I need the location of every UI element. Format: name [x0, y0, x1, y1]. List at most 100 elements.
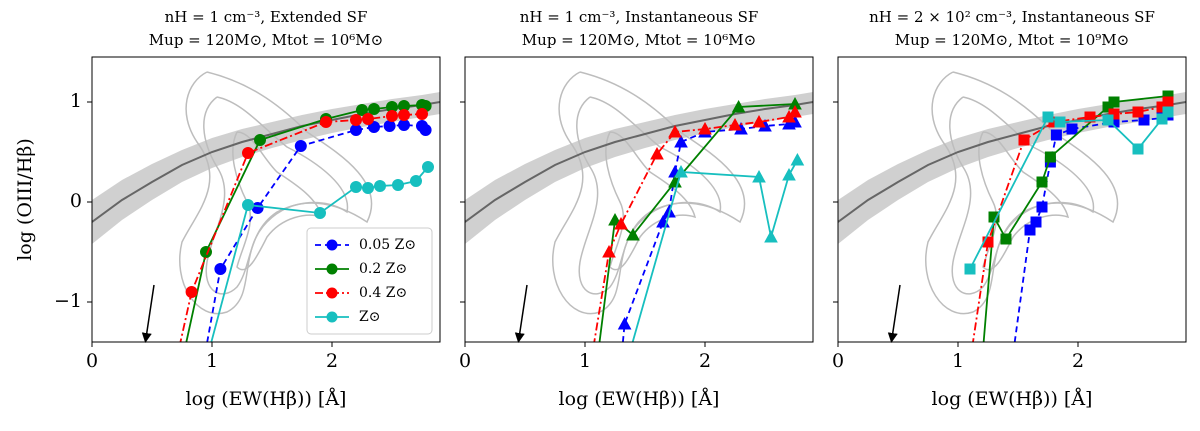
marker — [1102, 114, 1114, 126]
marker — [356, 104, 368, 116]
marker — [621, 356, 633, 367]
contour — [949, 96, 1095, 295]
series-line — [598, 103, 796, 342]
x-tick-label: 1 — [952, 350, 964, 372]
contour — [605, 131, 697, 271]
x-tick-label: 1 — [206, 350, 218, 372]
legend-marker — [326, 239, 338, 251]
x-axis-label: log (EW(Hβ)) [Å] — [559, 388, 720, 410]
marker — [674, 134, 688, 148]
marker — [591, 356, 603, 367]
marker — [350, 114, 362, 126]
marker — [731, 99, 746, 113]
marker — [1042, 111, 1054, 123]
legend-marker — [326, 263, 338, 275]
series-line — [593, 111, 796, 342]
marker — [1108, 96, 1120, 108]
plot-frame — [91, 56, 441, 343]
marker — [1044, 151, 1056, 163]
marker — [362, 113, 374, 125]
x-tick-label: 0 — [86, 350, 98, 372]
x-tick-label: 0 — [459, 350, 471, 372]
y-tick-label: 1 — [70, 90, 82, 112]
marker — [1036, 201, 1048, 213]
legend-marker — [326, 311, 338, 323]
marker — [294, 140, 307, 152]
marker — [350, 124, 362, 136]
series-line — [621, 121, 796, 342]
marker — [177, 357, 188, 368]
marker — [1162, 106, 1174, 118]
series-line — [185, 104, 426, 342]
marker — [416, 108, 428, 120]
marker — [752, 114, 766, 128]
marker — [320, 116, 332, 128]
marker — [1000, 233, 1012, 245]
chart-title: nH = 2 × 10² cm⁻³, Instantaneous SF — [869, 8, 1155, 26]
marker — [398, 119, 410, 131]
marker — [698, 121, 712, 135]
marker — [608, 212, 622, 226]
chart-title: nH = 1 cm⁻³, Extended SF — [165, 8, 368, 26]
x-axis-label: log (EW(Hβ)) [Å] — [186, 388, 347, 410]
contour — [576, 96, 722, 295]
marker — [1030, 216, 1042, 228]
legend-label: 0.05 Z⊙ — [359, 237, 416, 253]
x-tick-label: 2 — [1072, 350, 1084, 372]
marker — [171, 357, 182, 368]
legend-marker — [326, 287, 338, 299]
marker — [964, 263, 976, 275]
marker — [1018, 134, 1030, 146]
marker — [374, 180, 386, 192]
marker — [1132, 143, 1144, 155]
marker — [752, 169, 766, 183]
arrow — [887, 284, 901, 343]
y-tick-label: −1 — [54, 290, 82, 312]
chart-title: nH = 1 cm⁻³, Instantaneous SF — [520, 8, 759, 26]
marker — [668, 124, 682, 138]
marker — [1066, 123, 1078, 135]
marker — [392, 179, 404, 191]
chart-subtitle: Mup = 120M⊙, Mtot = 10⁶M⊙ — [149, 31, 383, 49]
arrow — [514, 284, 528, 343]
marker — [674, 164, 688, 178]
marker — [383, 120, 396, 132]
marker — [410, 175, 422, 187]
marker — [362, 182, 374, 194]
marker — [386, 110, 398, 122]
legend-label: 0.2 Z⊙ — [359, 261, 407, 277]
chart-subtitle: Mup = 120M⊙, Mtot = 10⁹M⊙ — [895, 31, 1129, 49]
marker — [1050, 129, 1062, 141]
chart-subtitle: Mup = 120M⊙, Mtot = 10⁶M⊙ — [522, 31, 756, 49]
marker — [214, 263, 227, 275]
marker — [368, 121, 380, 133]
marker — [1024, 224, 1036, 236]
series-line — [631, 159, 799, 342]
marker — [790, 152, 805, 166]
marker — [615, 356, 627, 367]
marker — [1108, 108, 1120, 120]
y-tick-label: 0 — [70, 190, 82, 212]
marker — [422, 161, 434, 173]
marker — [242, 199, 254, 211]
arrow — [141, 284, 155, 343]
marker — [788, 104, 802, 118]
marker — [602, 244, 616, 258]
marker — [764, 229, 778, 243]
marker — [626, 227, 640, 241]
marker — [1156, 113, 1168, 125]
marker — [617, 316, 632, 330]
marker — [419, 124, 432, 136]
marker — [1132, 106, 1144, 118]
marker — [350, 181, 362, 193]
marker — [782, 167, 796, 181]
marker — [614, 216, 628, 230]
marker — [368, 103, 380, 115]
marker — [185, 286, 198, 298]
marker — [1054, 116, 1066, 128]
reference-curve — [465, 101, 813, 223]
legend-label: 0.4 Z⊙ — [359, 285, 407, 301]
x-tick-label: 2 — [699, 350, 711, 372]
marker — [398, 109, 410, 121]
